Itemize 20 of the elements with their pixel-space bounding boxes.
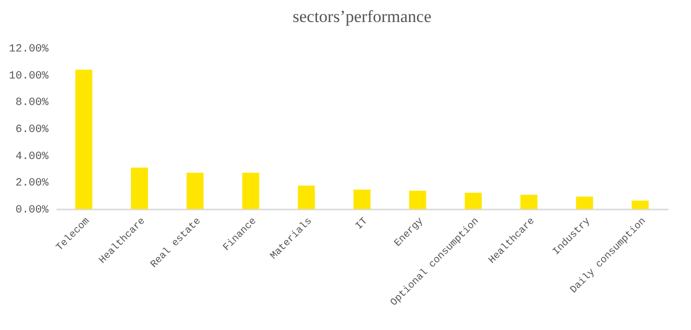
bar xyxy=(576,196,594,209)
bar xyxy=(298,186,315,209)
bar xyxy=(520,194,538,209)
bar xyxy=(409,190,426,209)
bar xyxy=(632,200,649,209)
y-tick-label: 0.00% xyxy=(15,204,49,216)
chart-title: sectors’performance xyxy=(292,7,432,26)
bar xyxy=(242,172,260,209)
bar xyxy=(75,70,92,209)
y-tick-label: 6.00% xyxy=(15,124,49,136)
bar xyxy=(464,192,482,209)
bar xyxy=(186,172,204,209)
y-tick-label: 8.00% xyxy=(15,97,49,110)
y-tick-label: 2.00% xyxy=(15,178,49,190)
bar xyxy=(354,190,370,209)
x-tick-label: IT xyxy=(354,216,370,232)
y-tick-label: 4.00% xyxy=(15,150,49,163)
bar xyxy=(130,168,148,209)
y-tick-label: 12.00% xyxy=(8,44,49,56)
y-tick-label: 10.00% xyxy=(8,70,49,82)
